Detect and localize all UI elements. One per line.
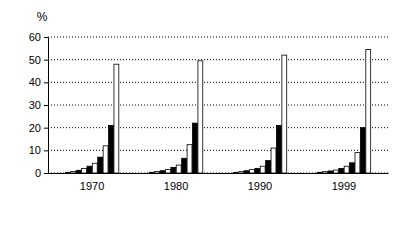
- x-tick: 1980: [164, 173, 188, 192]
- y-tick: 10: [29, 144, 48, 156]
- bar: [244, 171, 249, 173]
- bar: [98, 157, 103, 173]
- y-tick-label: 60: [29, 31, 41, 43]
- bar: [328, 171, 333, 173]
- bar: [249, 170, 254, 173]
- y-tick: 50: [29, 54, 48, 66]
- bar: [333, 170, 338, 173]
- y-axis: 0 10 20 30 40 50 60: [29, 31, 49, 179]
- grid-line: [48, 37, 388, 38]
- bar: [317, 172, 322, 173]
- bar: [187, 145, 192, 173]
- y-tick: 60: [29, 31, 48, 43]
- y-tick-mark: [44, 128, 48, 129]
- y-tick-label: 50: [29, 54, 41, 66]
- x-tick-label: 1970: [80, 180, 104, 192]
- bar: [176, 165, 181, 173]
- bar: [360, 128, 365, 173]
- y-tick: 30: [29, 99, 48, 111]
- plot: 0 10 20 30 40 50 60 1970 1980 1990 1999: [29, 31, 389, 192]
- bar: [323, 172, 328, 173]
- bar: [165, 170, 170, 173]
- bar: [171, 167, 176, 173]
- y-tick-label: 30: [29, 99, 41, 111]
- bars: [65, 49, 370, 173]
- grid-line: [48, 105, 388, 106]
- grid: [48, 37, 388, 173]
- bar: [193, 123, 198, 173]
- bar: [87, 166, 92, 173]
- y-tick-mark: [44, 37, 48, 38]
- bar: [198, 61, 203, 173]
- grid-line: [48, 59, 388, 60]
- y-label: %: [37, 10, 48, 24]
- bar: [71, 171, 76, 173]
- x-tick-label: 1999: [332, 180, 356, 192]
- y-tick-mark: [44, 82, 48, 83]
- x-tick-label: 1990: [248, 180, 272, 192]
- bar: [366, 49, 371, 173]
- grid-line: [48, 150, 388, 151]
- bar: [76, 170, 81, 173]
- y-axis-line: [44, 38, 49, 174]
- bar: [92, 163, 97, 173]
- bar: [182, 158, 187, 173]
- bar: [65, 172, 70, 173]
- bar: [103, 146, 108, 173]
- bar: [82, 168, 87, 173]
- y-tick: 40: [29, 76, 48, 88]
- bar: [266, 161, 271, 173]
- y-tick: 0: [35, 167, 48, 179]
- y-tick-mark: [44, 173, 48, 174]
- bar: [233, 172, 238, 173]
- bar: [255, 168, 260, 173]
- x-tick: 1999: [332, 173, 356, 192]
- x-tick-label: 1980: [164, 180, 188, 192]
- x-tick: 1970: [80, 173, 104, 192]
- bar: [149, 172, 154, 173]
- y-tick-label: 0: [35, 167, 41, 179]
- y-tick-mark: [44, 105, 48, 106]
- bar: [155, 171, 160, 173]
- y-tick: 20: [29, 122, 48, 134]
- bar: [282, 55, 287, 173]
- bar: [339, 168, 344, 173]
- grid-line: [48, 82, 388, 83]
- bar: [260, 166, 265, 173]
- bar: [271, 148, 276, 173]
- bar: [160, 171, 165, 173]
- bar: [239, 172, 244, 173]
- bar: [355, 153, 360, 173]
- grid-line: [48, 127, 388, 128]
- y-tick-label: 10: [29, 144, 41, 156]
- x-axis-line: [49, 173, 389, 174]
- x-tick: 1990: [248, 173, 272, 192]
- y-tick-mark: [44, 60, 48, 61]
- x-axis: 1970 1980 1990 1999: [49, 173, 389, 192]
- bar: [109, 125, 114, 173]
- y-tick-mark: [44, 150, 48, 151]
- bar: [350, 163, 355, 173]
- chart: 0 10 20 30 40 50 60 1970 1980 1990 1999%: [0, 0, 412, 228]
- y-tick-label: 20: [29, 122, 41, 134]
- bar: [276, 125, 281, 173]
- bar: [114, 64, 119, 173]
- y-tick-label: 40: [29, 76, 41, 88]
- bar: [344, 166, 349, 173]
